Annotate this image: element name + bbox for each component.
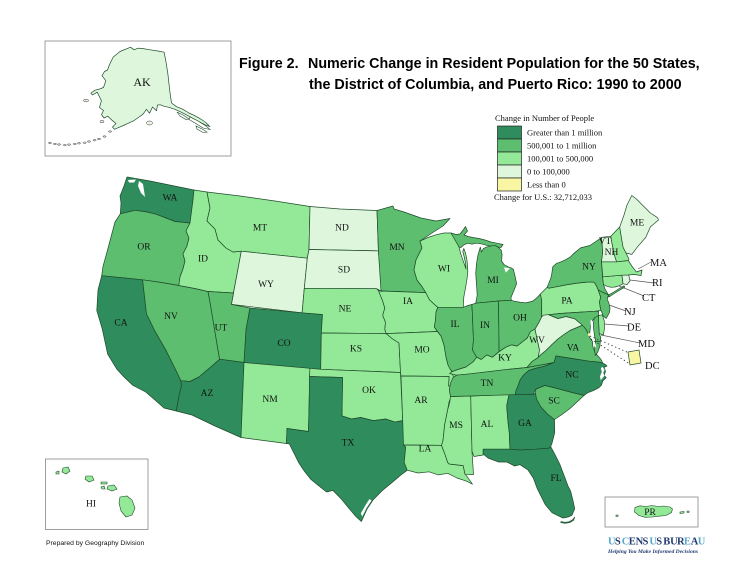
svg-text:KS: KS [350, 344, 362, 354]
svg-text:MA: MA [650, 258, 667, 269]
svg-text:UT: UT [215, 323, 228, 333]
svg-text:MT: MT [253, 223, 267, 233]
svg-text:the District of Columbia, and: the District of Columbia, and Puerto Ric… [309, 77, 682, 93]
svg-text:PA: PA [561, 296, 572, 306]
svg-text:E: E [629, 537, 636, 548]
svg-text:U: U [670, 537, 678, 548]
svg-text:IN: IN [480, 321, 490, 331]
svg-text:B: B [663, 537, 670, 548]
svg-text:C: C [622, 537, 630, 548]
svg-text:PR: PR [644, 508, 656, 518]
svg-text:WY: WY [258, 280, 274, 290]
svg-text:AK: AK [133, 75, 151, 89]
svg-text:MD: MD [638, 339, 655, 350]
svg-text:A: A [691, 537, 699, 548]
svg-text:IL: IL [451, 320, 460, 330]
svg-text:S: S [615, 537, 621, 548]
svg-text:TX: TX [342, 438, 355, 448]
svg-text:WA: WA [163, 193, 178, 203]
svg-text:Less than 0: Less than 0 [527, 180, 566, 190]
svg-text:VA: VA [567, 343, 580, 353]
svg-text:IA: IA [403, 297, 413, 307]
svg-text:FL: FL [550, 474, 561, 484]
svg-text:S: S [643, 537, 649, 548]
svg-text:DC: DC [645, 361, 660, 372]
svg-text:OH: OH [513, 313, 527, 323]
svg-text:ME: ME [630, 218, 644, 228]
svg-text:CT: CT [642, 293, 656, 304]
svg-text:E: E [684, 537, 691, 548]
svg-text:0 to 100,000: 0 to 100,000 [527, 167, 570, 177]
svg-text:ND: ND [335, 223, 349, 233]
svg-text:TN: TN [481, 379, 494, 389]
svg-text:U: U [608, 537, 616, 548]
svg-text:U: U [698, 537, 706, 548]
svg-text:NV: NV [164, 312, 178, 322]
svg-text:Change in Number of People: Change in Number of People [495, 113, 594, 123]
svg-text:DE: DE [627, 322, 641, 333]
svg-text:RI: RI [652, 278, 663, 289]
svg-text:MO: MO [414, 345, 429, 355]
svg-text:GA: GA [518, 419, 532, 429]
svg-text:S: S [656, 537, 662, 548]
svg-text:AL: AL [481, 420, 494, 430]
svg-text:WV: WV [529, 336, 545, 346]
svg-text:WI: WI [438, 264, 450, 274]
svg-text:AR: AR [414, 396, 428, 406]
svg-text:NC: NC [565, 370, 578, 380]
svg-text:Numeric Change in Resident Pop: Numeric Change in Resident Population fo… [308, 56, 700, 72]
svg-text:U: U [649, 537, 657, 548]
svg-text:SC: SC [548, 396, 560, 406]
svg-text:MS: MS [449, 421, 463, 431]
svg-text:KY: KY [498, 353, 512, 363]
svg-text:OR: OR [137, 242, 151, 252]
svg-text:Prepared by Geography Division: Prepared by Geography Division [46, 540, 144, 547]
svg-text:HI: HI [86, 499, 96, 509]
svg-text:MN: MN [389, 243, 404, 253]
svg-text:NE: NE [339, 304, 352, 314]
svg-text:500,001 to 1 million: 500,001 to 1 million [527, 141, 597, 151]
svg-text:OK: OK [362, 386, 376, 396]
svg-text:VT: VT [599, 237, 612, 247]
svg-text:NM: NM [262, 395, 278, 405]
svg-text:MI: MI [487, 276, 499, 286]
svg-text:NJ: NJ [624, 307, 636, 318]
svg-text:CA: CA [114, 318, 127, 328]
svg-text:AZ: AZ [201, 389, 214, 399]
svg-text:100,001 to 500,000: 100,001 to 500,000 [527, 154, 593, 164]
svg-text:Figure 2.: Figure 2. [239, 56, 299, 72]
svg-text:SD: SD [338, 265, 350, 275]
svg-text:LA: LA [419, 444, 432, 454]
svg-text:Helping You Make Informed Deci: Helping You Make Informed Decisions [607, 549, 698, 555]
svg-text:NY: NY [582, 262, 596, 272]
svg-text:NH: NH [605, 248, 619, 258]
svg-text:R: R [677, 537, 685, 548]
svg-text:Greater than 1 million: Greater than 1 million [527, 128, 603, 138]
svg-text:CO: CO [277, 339, 290, 349]
svg-text:Change for U.S.: 32,712,033: Change for U.S.: 32,712,033 [494, 192, 592, 202]
svg-text:N: N [636, 537, 644, 548]
svg-text:ID: ID [198, 254, 208, 264]
